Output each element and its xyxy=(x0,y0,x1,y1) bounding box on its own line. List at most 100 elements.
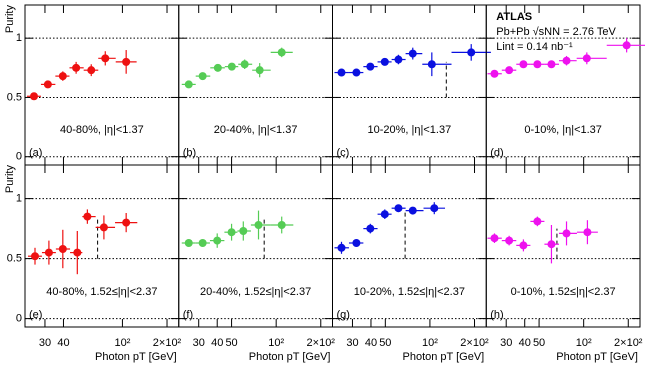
data-point xyxy=(394,204,403,213)
data-point xyxy=(122,218,131,227)
panel-frame xyxy=(485,164,641,328)
x-tick-label: 30 xyxy=(500,337,512,349)
y-tick-label: 1 xyxy=(16,32,22,44)
annotation: Pb+Pb √sNN = 2.76 TeV xyxy=(496,26,616,38)
data-point xyxy=(277,221,286,229)
x-tick-label: 2×10² xyxy=(153,337,182,349)
data-point xyxy=(408,206,417,215)
data-point xyxy=(43,80,52,89)
x-tick-label: 10² xyxy=(422,337,438,349)
x-tick-label: 10² xyxy=(114,337,130,349)
annotation: ATLAS xyxy=(496,11,532,23)
panel-label: (e) xyxy=(29,309,42,321)
data-point xyxy=(255,66,264,75)
data-point xyxy=(239,227,248,235)
data-point xyxy=(337,68,346,77)
data-point xyxy=(427,60,436,69)
panel-text: 20-40%, |η|<1.37 xyxy=(214,124,298,136)
data-point xyxy=(519,241,528,250)
data-point xyxy=(240,60,249,69)
y-axis-title: Purity xyxy=(4,5,16,34)
data-point xyxy=(352,68,361,77)
x-tick-label: 30 xyxy=(193,337,205,349)
data-point xyxy=(533,60,542,69)
data-point xyxy=(505,236,514,245)
x-tick-label: 40 xyxy=(519,337,531,349)
panel-text: 0-10%, 1.52≤|η|<2.37 xyxy=(511,286,616,298)
y-tick-label: 0.5 xyxy=(7,253,22,265)
data-point xyxy=(87,66,96,75)
data-point xyxy=(184,239,193,247)
panel-label: (g) xyxy=(337,309,350,321)
panel-label: (d) xyxy=(490,147,503,159)
data-point xyxy=(277,48,286,57)
data-point xyxy=(547,240,556,249)
data-point xyxy=(547,60,556,69)
panel-text: 10-20%, 1.52≤|η|<2.37 xyxy=(354,286,465,298)
data-point xyxy=(83,212,92,221)
data-point xyxy=(562,56,571,65)
data-point xyxy=(73,248,82,257)
x-tick-label: 40 xyxy=(365,337,377,349)
data-point xyxy=(583,228,592,237)
data-point xyxy=(227,62,236,71)
x-tick-label: 50 xyxy=(379,337,391,349)
data-point xyxy=(58,72,67,81)
panel-text: 40-80%, |η|<1.37 xyxy=(60,124,144,136)
x-tick-label: 2×10² xyxy=(307,337,336,349)
data-point xyxy=(533,217,542,226)
data-point xyxy=(198,72,207,81)
data-point xyxy=(622,41,631,50)
x-axis-title: Photon pT [GeV] xyxy=(556,351,638,363)
y-tick-label: 1 xyxy=(16,193,22,205)
x-tick-label: 50 xyxy=(533,337,545,349)
x-tick-label: 30 xyxy=(39,337,51,349)
data-point xyxy=(184,80,193,89)
panel-text: 40-80%, 1.52≤|η|<2.37 xyxy=(46,286,157,298)
data-point xyxy=(31,252,40,261)
panel-text: 0-10%, |η|<1.37 xyxy=(524,124,602,136)
y-axis-title: Purity xyxy=(4,165,16,194)
x-tick-label: 50 xyxy=(225,337,237,349)
y-tick-label: 0 xyxy=(16,151,22,163)
y-tick-label: 0.5 xyxy=(7,91,22,103)
data-point xyxy=(408,49,417,58)
data-point xyxy=(72,63,81,72)
y-tick-label: 0 xyxy=(16,313,22,325)
data-point xyxy=(337,243,346,252)
data-point xyxy=(198,239,207,247)
panel-text: 20-40%, 1.52≤|η|<2.37 xyxy=(200,286,311,298)
panel-frame xyxy=(178,4,333,166)
data-point xyxy=(44,248,53,257)
x-tick-label: 30 xyxy=(346,337,358,349)
data-point xyxy=(519,60,528,69)
panel-frame xyxy=(332,4,487,166)
data-point xyxy=(99,223,108,232)
data-point xyxy=(352,239,361,247)
data-point xyxy=(366,62,375,71)
panel-label: (b) xyxy=(183,147,196,159)
x-axis-title: Photon pT [GeV] xyxy=(95,351,177,363)
x-tick-label: 2×10² xyxy=(614,337,643,349)
x-tick-label: 2×10² xyxy=(460,337,489,349)
panel-frame xyxy=(24,164,180,328)
data-point xyxy=(394,55,403,64)
data-point xyxy=(467,48,476,57)
data-point xyxy=(366,224,375,233)
x-tick-label: 40 xyxy=(211,337,223,349)
data-point xyxy=(505,66,514,75)
data-point xyxy=(582,54,591,63)
data-point xyxy=(490,234,499,243)
data-point xyxy=(254,221,263,229)
panel-text: 10-20%, |η|<1.37 xyxy=(368,124,452,136)
x-axis-title: Photon pT [GeV] xyxy=(403,351,485,363)
panel-label: (c) xyxy=(337,147,350,159)
panel-label: (a) xyxy=(29,147,42,159)
data-point xyxy=(122,57,131,66)
data-point xyxy=(380,210,389,219)
data-point xyxy=(430,204,439,213)
data-point xyxy=(58,245,67,253)
x-tick-label: 40 xyxy=(57,337,69,349)
data-point xyxy=(380,57,389,66)
